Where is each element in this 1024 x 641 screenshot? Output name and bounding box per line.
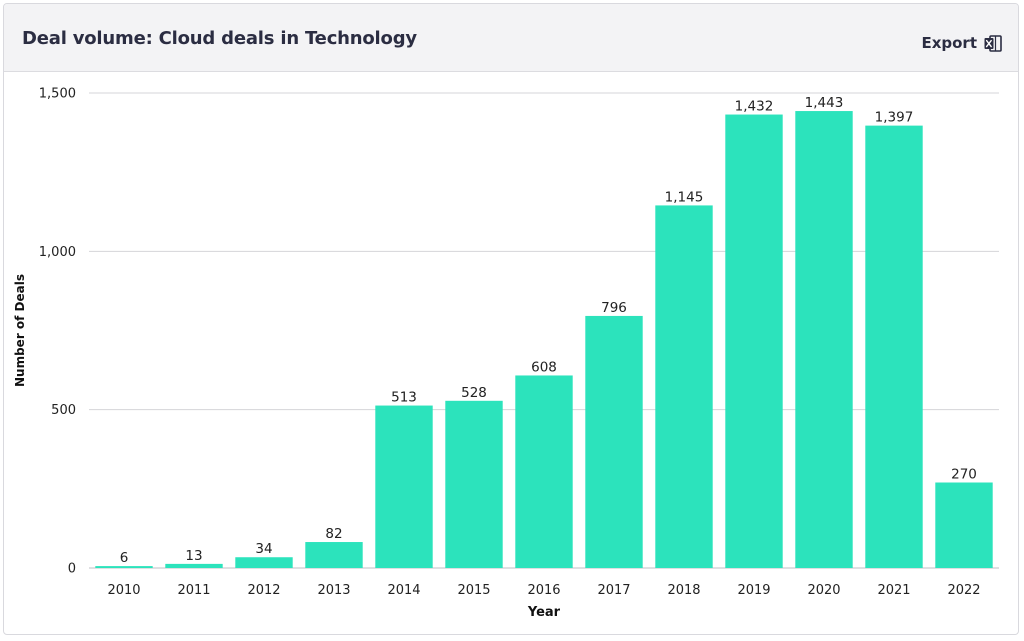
chart-title: Deal volume: Cloud deals in Technology [22, 28, 417, 49]
bar [305, 542, 363, 568]
x-tick-label: 2019 [737, 583, 770, 598]
bar-value-label: 34 [255, 541, 272, 557]
y-tick-label: 500 [51, 403, 76, 418]
y-tick-label: 0 [68, 562, 76, 577]
x-axis-title: Year [527, 605, 561, 620]
bar-value-label: 1,145 [665, 189, 704, 205]
bar-value-label: 82 [325, 526, 342, 542]
bar [655, 205, 713, 568]
x-tick-label: 2017 [597, 583, 630, 598]
excel-file-icon [984, 34, 1002, 52]
bar-value-label: 1,432 [735, 99, 774, 115]
export-label: Export [921, 34, 977, 52]
x-tick-label: 2011 [177, 583, 210, 598]
bar [375, 405, 433, 568]
bar [585, 315, 643, 568]
bar [235, 557, 293, 568]
bar [725, 114, 783, 569]
bar-value-label: 1,397 [875, 110, 914, 126]
y-tick-label: 1,000 [39, 245, 76, 260]
x-tick-label: 2014 [387, 583, 420, 598]
bar [795, 111, 853, 569]
export-button[interactable]: Export [921, 34, 1002, 52]
x-tick-label: 2016 [527, 583, 560, 598]
bar [445, 400, 503, 568]
x-tick-label: 2021 [877, 583, 910, 598]
y-tick-label: 1,500 [39, 87, 76, 102]
bar-value-label: 13 [185, 548, 202, 564]
bar-value-label: 6 [120, 550, 129, 566]
bar [935, 482, 993, 568]
bar-value-label: 528 [461, 385, 487, 401]
bar [515, 375, 573, 568]
bar-chart: 0 500 1,000 1,500 6 2010 13 2011 34 2012 82 2013 513… [13, 87, 999, 620]
bar-value-label: 608 [531, 359, 557, 375]
x-tick-label: 2020 [807, 583, 840, 598]
chart-card: Deal volume: Cloud deals in Technology E… [3, 3, 1019, 635]
bar [95, 566, 153, 568]
bar-value-label: 513 [391, 390, 417, 406]
card-header: Deal volume: Cloud deals in Technology E… [4, 4, 1018, 72]
bar-value-label: 1,443 [805, 95, 844, 111]
bar [165, 563, 223, 568]
bar [865, 125, 923, 568]
x-tick-label: 2012 [247, 583, 280, 598]
y-axis-title: Number of Deals [13, 274, 27, 387]
x-tick-label: 2013 [317, 583, 350, 598]
bar-value-label: 796 [601, 300, 627, 316]
x-tick-label: 2018 [667, 583, 700, 598]
x-tick-label: 2015 [457, 583, 490, 598]
x-tick-label: 2010 [107, 583, 140, 598]
bar-value-label: 270 [951, 467, 977, 483]
x-tick-label: 2022 [947, 583, 980, 598]
